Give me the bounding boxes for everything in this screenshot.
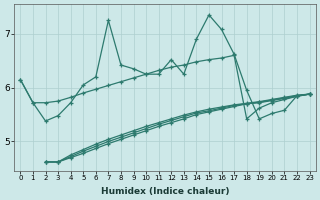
X-axis label: Humidex (Indice chaleur): Humidex (Indice chaleur): [101, 187, 229, 196]
